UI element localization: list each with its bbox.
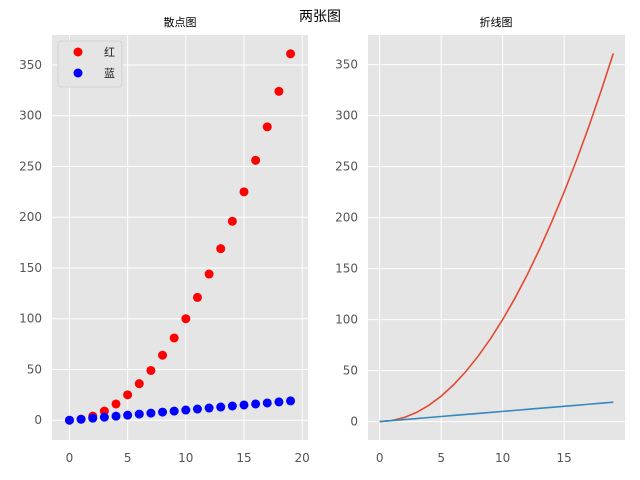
scatter-point-blue xyxy=(239,400,249,410)
scatter-point-red xyxy=(158,350,168,360)
line-y-tick-label: 350 xyxy=(335,58,358,72)
scatter-chart-title: 散点图 xyxy=(164,15,197,29)
scatter-point-red xyxy=(239,187,249,197)
scatter-y-tick-label: 150 xyxy=(19,261,42,275)
figure-title: 两张图 xyxy=(299,9,341,25)
line-x-tick-label: 15 xyxy=(556,451,571,465)
scatter-point-blue xyxy=(262,398,272,408)
scatter-x-tick-label: 20 xyxy=(295,451,310,465)
scatter-point-red xyxy=(192,292,202,302)
scatter-y-tick-label: 250 xyxy=(19,159,42,173)
scatter-plot-area xyxy=(52,35,308,440)
scatter-point-red xyxy=(146,365,156,375)
legend-label: 红 xyxy=(104,46,115,59)
scatter-point-red xyxy=(262,122,272,132)
scatter-point-red xyxy=(204,269,214,279)
line-x-tick-label: 5 xyxy=(437,451,445,465)
legend-marker xyxy=(73,47,83,57)
scatter-point-blue xyxy=(76,414,86,424)
line-x-tick-label: 0 xyxy=(376,451,384,465)
scatter-point-red xyxy=(134,379,144,389)
legend-marker xyxy=(73,68,83,78)
line-y-tick-label: 0 xyxy=(350,415,358,429)
scatter-point-blue xyxy=(169,406,179,416)
line-x-tick-label: 10 xyxy=(495,451,510,465)
scatter-point-blue xyxy=(146,408,156,418)
line-y-tick-label: 150 xyxy=(335,262,358,276)
line-series-line-1 xyxy=(379,401,614,423)
scatter-y-tick-label: 100 xyxy=(19,312,42,326)
scatter-point-red xyxy=(169,333,179,343)
scatter-point-blue xyxy=(64,415,74,425)
scatter-x-tick-label: 0 xyxy=(66,451,74,465)
scatter-point-blue xyxy=(227,401,237,411)
scatter-point-blue xyxy=(216,402,226,412)
line-series-line-0 xyxy=(379,53,615,423)
scatter-point-red xyxy=(274,86,284,96)
scatter-point-blue xyxy=(204,403,214,413)
line-chart-title: 折线图 xyxy=(480,15,513,29)
scatter-point-blue xyxy=(181,405,191,415)
scatter-point-red xyxy=(181,314,191,324)
line-y-tick-label: 250 xyxy=(335,160,358,174)
legend-label: 蓝 xyxy=(104,67,115,80)
scatter-y-tick-label: 300 xyxy=(19,109,42,123)
line-y-tick-label: 100 xyxy=(335,313,358,327)
scatter-point-blue xyxy=(274,397,284,407)
line-y-tick-label: 200 xyxy=(335,211,358,225)
scatter-y-tick-label: 50 xyxy=(27,362,42,376)
scatter-point-blue xyxy=(286,396,296,406)
scatter-legend: 红蓝 xyxy=(57,40,123,88)
line-plot-area xyxy=(368,35,625,440)
scatter-x-tick-label: 15 xyxy=(236,451,251,465)
scatter-point-blue xyxy=(158,407,168,417)
scatter-point-blue xyxy=(134,409,144,419)
scatter-point-red xyxy=(111,399,121,409)
line-y-tick-label: 300 xyxy=(335,109,358,123)
scatter-y-tick-label: 0 xyxy=(34,413,42,427)
scatter-point-blue xyxy=(192,404,202,414)
scatter-point-red xyxy=(216,244,226,254)
scatter-point-red xyxy=(227,216,237,226)
scatter-point-blue xyxy=(251,399,261,409)
scatter-y-tick-label: 200 xyxy=(19,210,42,224)
scatter-point-blue xyxy=(123,410,133,420)
scatter-point-blue xyxy=(88,413,98,423)
scatter-point-blue xyxy=(111,411,121,421)
scatter-point-red xyxy=(123,390,133,400)
scatter-x-tick-label: 10 xyxy=(178,451,193,465)
scatter-x-tick-label: 5 xyxy=(124,451,132,465)
scatter-point-blue xyxy=(99,412,109,422)
scatter-point-red xyxy=(286,49,296,59)
line-y-tick-label: 50 xyxy=(343,364,358,378)
scatter-point-red xyxy=(251,155,261,165)
scatter-y-tick-label: 350 xyxy=(19,58,42,72)
